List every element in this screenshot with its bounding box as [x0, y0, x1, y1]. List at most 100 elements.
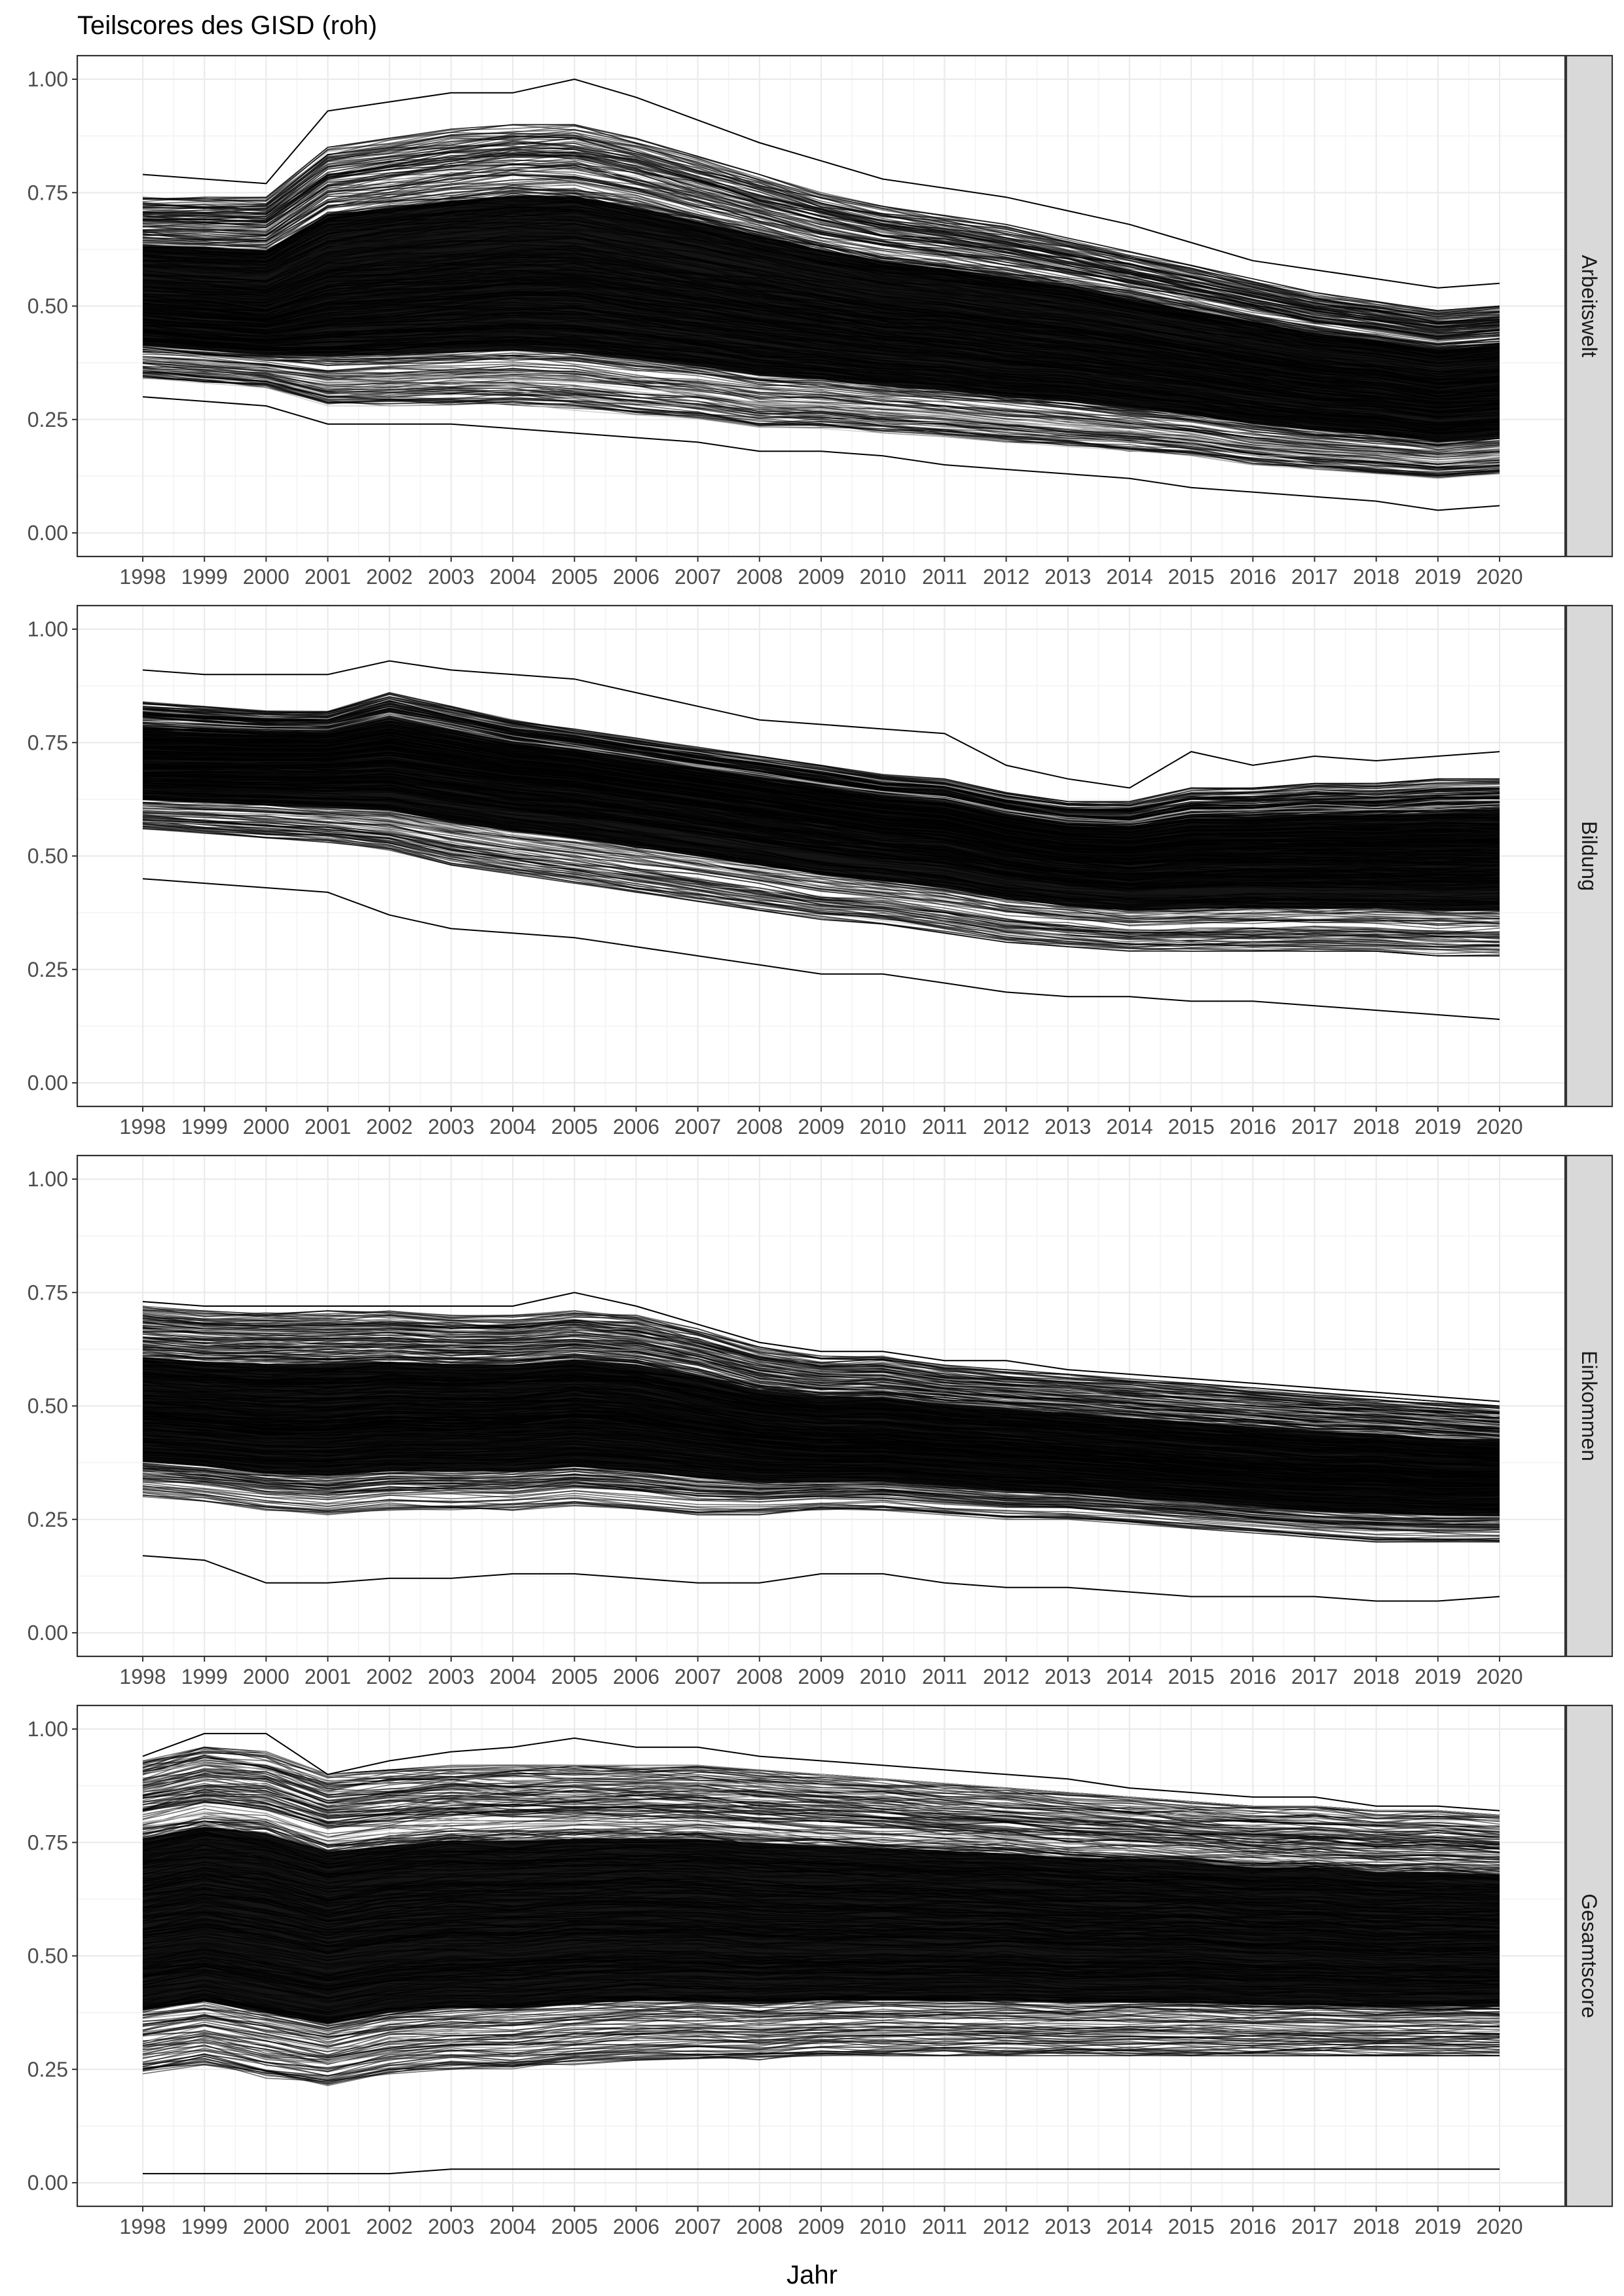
facet-panel-einkommen: 0.00 0.25 0.50 0.75 1.00 1998 1999 2000 2001 2002…: [28, 1154, 1614, 1688]
x-tick-label: 2011: [922, 2215, 967, 2238]
x-axis-title: Jahr: [786, 2261, 838, 2289]
x-tick-label: 2020: [1476, 565, 1522, 589]
region-line: [142, 2001, 1500, 2032]
region-line: [142, 160, 1500, 331]
region-line: [142, 803, 1500, 924]
y-tick-label: 0.00: [28, 1071, 68, 1095]
chart-title: Teilscores des GISD (roh): [77, 11, 377, 40]
x-tick-label: 2018: [1353, 565, 1399, 589]
x-tick-label: 2006: [613, 565, 659, 589]
series-line-1: [142, 1732, 1500, 1812]
y-tick-label: 0.75: [28, 1281, 68, 1304]
region-line: [142, 172, 1500, 337]
region-line: [142, 1768, 1500, 1838]
x-tick-label: 2005: [551, 2215, 598, 2238]
region-line: [142, 375, 1500, 471]
region-line: [142, 1494, 1500, 1541]
region-line: [142, 710, 1500, 818]
x-tick-label: 2009: [798, 1665, 844, 1688]
facet-strip-label: Einkommen: [1578, 1351, 1601, 1461]
x-tick-label: 2015: [1168, 1665, 1214, 1688]
region-line: [142, 377, 1500, 479]
region-line: [142, 362, 1500, 458]
region-line: [142, 1467, 1500, 1525]
region-line: [142, 822, 1500, 951]
x-tick-label: 2002: [366, 1665, 413, 1688]
region-line: [142, 820, 1500, 946]
region-line: [142, 1771, 1500, 1840]
x-tick-label: 2004: [489, 1115, 536, 1139]
region-line: [142, 1785, 1500, 1848]
x-tick-label: 2013: [1044, 565, 1091, 589]
region-line: [142, 136, 1500, 321]
x-tick-label: 2012: [983, 1115, 1029, 1139]
region-line: [142, 160, 1500, 332]
region-line: [142, 1788, 1500, 1850]
series-line-1: [142, 660, 1500, 789]
facet-strip: [1565, 1154, 1614, 1658]
region-line: [142, 365, 1500, 458]
region-line: [142, 1336, 1500, 1429]
region-line: [142, 361, 1500, 463]
x-tick-label: 2004: [489, 2215, 536, 2238]
dense-core-band: [143, 1357, 1500, 1516]
panel-border: [76, 604, 1566, 1108]
x-tick-label: 1998: [119, 1115, 166, 1139]
x-tick-label: 2012: [983, 1665, 1029, 1688]
x-tick-label: 2000: [243, 565, 289, 589]
region-line: [142, 369, 1500, 467]
region-line: [142, 814, 1500, 939]
region-line: [142, 709, 1500, 814]
x-tick-label: 2006: [613, 1665, 659, 1688]
y-tick-label: 0.25: [28, 1508, 68, 1531]
region-line: [142, 1491, 1500, 1543]
region-line: [142, 1475, 1500, 1521]
region-line: [142, 1336, 1500, 1425]
x-tick-label: 1998: [119, 565, 166, 589]
region-line: [142, 1786, 1500, 1852]
y-tick-label: 1.00: [28, 67, 68, 91]
panel-border: [76, 1154, 1566, 1658]
region-line: [142, 1349, 1500, 1441]
x-tick-label: 2012: [983, 565, 1029, 589]
x-tick-label: 2019: [1414, 1665, 1461, 1688]
x-tick-label: 2008: [736, 565, 783, 589]
region-line: [142, 693, 1500, 804]
x-tick-label: 2007: [674, 2215, 721, 2238]
region-line: [142, 828, 1500, 948]
x-tick-label: 2020: [1476, 1665, 1522, 1688]
region-line: [142, 1332, 1500, 1432]
region-line: [142, 2019, 1500, 2047]
region-line: [142, 142, 1500, 325]
x-tick-label: 1998: [119, 2215, 166, 2238]
x-tick-label: 1999: [181, 1665, 228, 1688]
y-tick-label: 0.75: [28, 181, 68, 204]
x-tick-label: 2005: [551, 1115, 598, 1139]
x-tick-label: 2005: [551, 565, 598, 589]
region-line: [142, 700, 1500, 811]
region-line: [142, 715, 1500, 824]
region-line: [142, 348, 1500, 450]
region-line: [142, 704, 1500, 812]
region-line: [142, 135, 1500, 315]
y-tick-label: 0.50: [28, 295, 68, 318]
x-tick-label: 1999: [181, 565, 228, 589]
region-line: [142, 2022, 1500, 2056]
y-tick-label: 1.00: [28, 1717, 68, 1741]
region-line: [142, 1785, 1500, 1842]
x-tick-label: 2011: [922, 1665, 967, 1688]
x-tick-label: 2013: [1044, 1665, 1091, 1688]
x-tick-label: 2003: [428, 1665, 474, 1688]
region-line: [142, 2048, 1500, 2085]
x-tick-label: 1999: [181, 2215, 228, 2238]
region-line: [142, 802, 1500, 920]
region-line: [142, 1342, 1500, 1434]
x-tick-label: 2010: [860, 1665, 906, 1688]
region-line: [142, 1758, 1500, 1821]
region-line: [142, 1750, 1500, 1816]
x-tick-label: 2001: [304, 1115, 351, 1139]
dense-core-band: [143, 196, 1500, 442]
x-tick-label: 2002: [366, 565, 413, 589]
x-tick-label: 2004: [489, 565, 536, 589]
region-line: [142, 2029, 1500, 2060]
